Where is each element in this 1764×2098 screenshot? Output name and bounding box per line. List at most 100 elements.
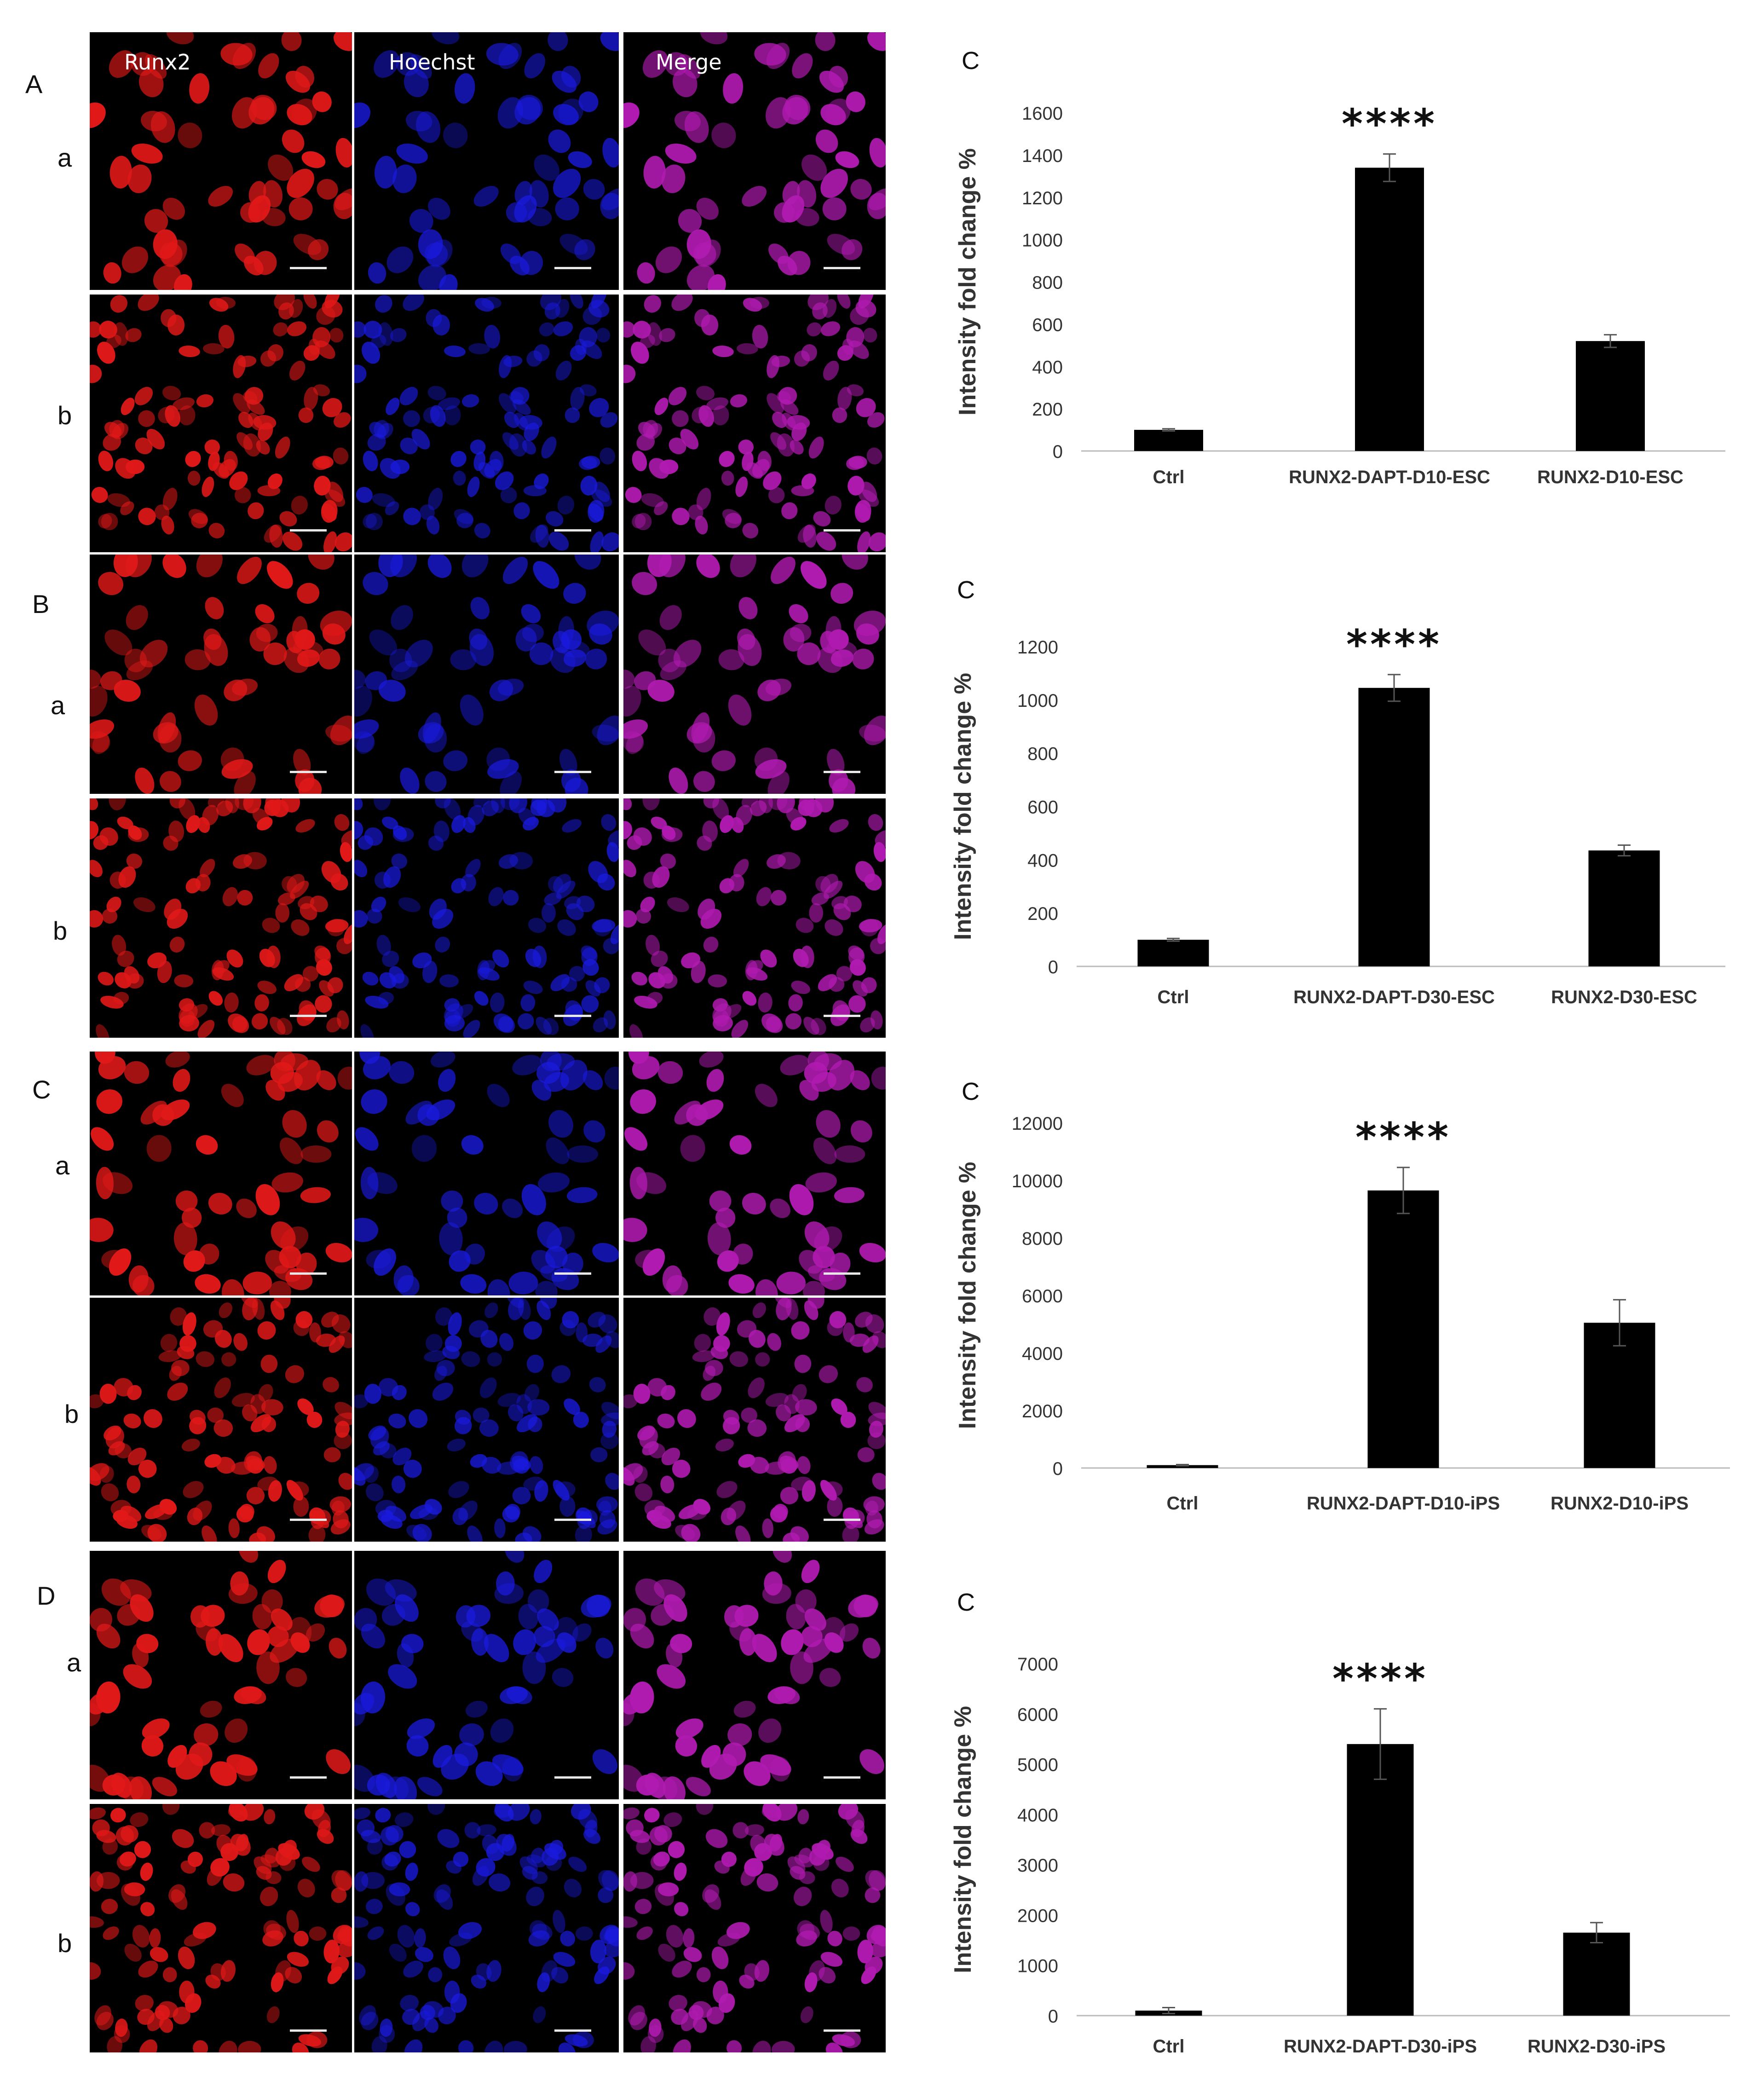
nucleus — [461, 1351, 480, 1367]
nucleus — [106, 896, 121, 913]
nucleus — [171, 1889, 188, 1910]
nucleus — [819, 1365, 838, 1383]
nucleus — [623, 910, 637, 928]
nucleus — [422, 712, 441, 743]
nucleus — [569, 966, 585, 982]
nucleus — [258, 422, 273, 441]
nucleus — [673, 2039, 691, 2052]
nucleus — [330, 1519, 351, 1535]
nucleus — [391, 605, 413, 630]
nucleus — [378, 322, 393, 346]
nucleus — [659, 328, 675, 342]
nucleus — [492, 1754, 524, 1776]
nucleus — [436, 1360, 455, 1376]
nucleus — [391, 853, 408, 869]
nucleus — [304, 1804, 325, 1820]
nucleus — [509, 852, 533, 870]
nucleus — [703, 1365, 716, 1381]
nucleus — [159, 1499, 177, 1515]
nucleus — [723, 73, 744, 104]
nucleus — [768, 487, 785, 503]
nucleus — [630, 1830, 650, 1843]
nucleus — [829, 66, 848, 88]
nucleus — [800, 2006, 813, 2023]
nucleus — [221, 759, 253, 779]
nucleus — [602, 1421, 617, 1438]
nucleus — [412, 1524, 432, 1542]
nucleus — [397, 1925, 415, 1948]
nucleus — [179, 345, 200, 358]
nucleus — [484, 1302, 498, 1318]
nucleus — [369, 422, 386, 438]
nucleus — [551, 1967, 569, 1984]
nucleus — [425, 771, 447, 792]
nucleus — [370, 1427, 389, 1449]
nucleus — [98, 514, 112, 529]
nucleus — [409, 54, 432, 79]
nucleus — [654, 398, 669, 416]
nucleus — [548, 532, 569, 551]
nucleus — [427, 239, 453, 267]
nucleus — [331, 1314, 351, 1334]
nucleus — [255, 1184, 280, 1215]
nucleus — [144, 1409, 162, 1428]
nucleus — [297, 649, 320, 667]
nucleus — [233, 355, 246, 378]
nucleus — [260, 1886, 278, 1907]
nucleus — [236, 1198, 257, 1219]
nucleus — [162, 488, 178, 510]
nucleus — [303, 295, 317, 309]
nucleus — [275, 436, 290, 459]
nucleus — [695, 515, 708, 535]
row-letter: a — [67, 1648, 81, 1677]
nucleus — [374, 1248, 396, 1276]
nucleus — [295, 1311, 313, 1329]
nucleus — [295, 977, 311, 992]
nucleus — [135, 1994, 154, 2011]
nucleus — [528, 1930, 550, 1947]
nucleus — [100, 995, 124, 1009]
nucleus — [435, 936, 450, 953]
nucleus — [794, 350, 810, 367]
nucleus — [450, 451, 467, 467]
nucleus — [133, 897, 156, 913]
nucleus — [335, 138, 352, 168]
nucleus — [211, 1824, 231, 1837]
nucleus — [827, 1930, 842, 1947]
nucleus — [623, 1962, 635, 1980]
nucleus — [582, 1070, 603, 1091]
nucleus — [677, 1409, 696, 1428]
nucleus — [544, 892, 562, 906]
nucleus — [443, 122, 468, 149]
nucleus — [822, 1481, 843, 1497]
nucleus — [193, 2040, 208, 2052]
nucleus — [647, 555, 672, 577]
nucleus — [207, 1407, 224, 1423]
nucleus — [711, 750, 736, 771]
nucleus — [739, 1975, 755, 1989]
nucleus — [764, 1571, 783, 1596]
nucleus — [779, 1456, 799, 1470]
x-tick-label: Ctrl — [1153, 467, 1185, 487]
scale-bar — [554, 1776, 591, 1779]
nucleus — [251, 95, 277, 120]
nucleus — [521, 1184, 546, 1215]
nucleus — [478, 967, 500, 981]
nucleus — [243, 852, 267, 870]
nucleus — [424, 2017, 438, 2033]
x-tick-label: Ctrl — [1167, 1493, 1199, 1514]
nucleus — [226, 949, 243, 968]
nucleus — [397, 1643, 414, 1668]
nucleus — [261, 1589, 283, 1613]
nucleus — [273, 322, 288, 336]
nucleus — [657, 1413, 675, 1428]
nucleus — [594, 1966, 610, 1984]
nucleus — [860, 919, 879, 936]
nucleus — [498, 355, 512, 378]
nucleus — [460, 694, 484, 726]
nucleus — [496, 1571, 515, 1596]
nucleus — [265, 1871, 282, 1884]
nucleus — [438, 1069, 456, 1092]
micrograph-hoechst: Hoechst — [354, 32, 619, 290]
nucleus — [458, 1922, 482, 1939]
